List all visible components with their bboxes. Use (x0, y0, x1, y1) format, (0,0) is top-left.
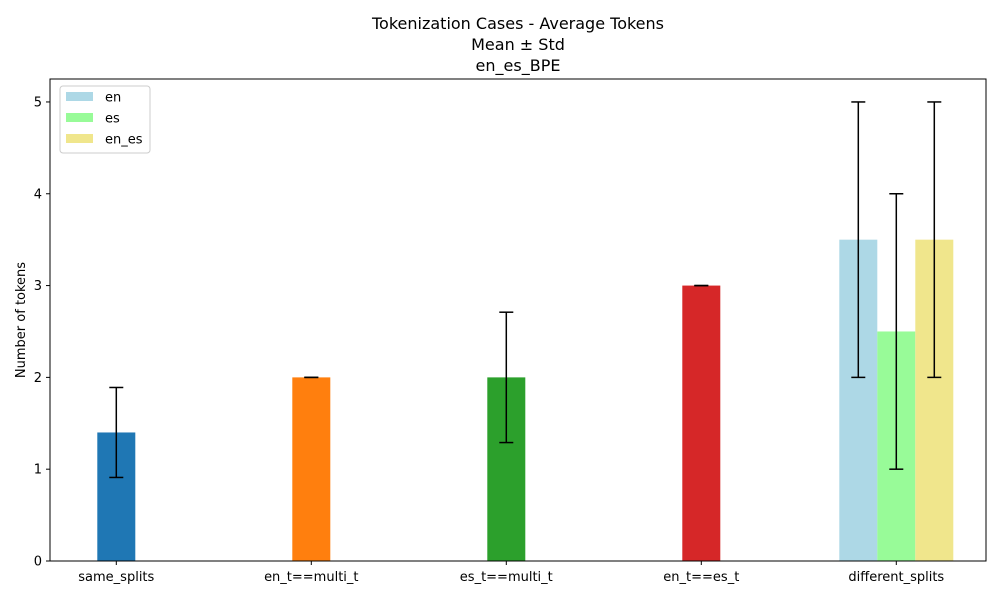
legend-label-en_es: en_es (105, 133, 143, 148)
title-line-2: Mean ± Std (471, 35, 565, 54)
x-axis-ticks: same_splits en_t==multi_t es_t==multi_t en_… (78, 561, 944, 585)
y-tick-label: 2 (34, 371, 42, 386)
legend-swatch-en_es (66, 134, 93, 143)
legend: en es en_es (59, 85, 151, 154)
x-tick-label: en_t==es_t (663, 570, 739, 585)
y-tick-label: 1 (34, 463, 42, 478)
x-tick-label: different_splits (848, 570, 944, 585)
error-bars-layer (109, 101, 942, 479)
bars-layer (97, 239, 954, 561)
x-tick-label: same_splits (78, 570, 154, 585)
legend-label-en: en (105, 91, 121, 106)
y-tick-label: 4 (34, 187, 42, 202)
legend-label-es: es (105, 112, 120, 127)
es_t==multi_t-error-bar (499, 311, 514, 444)
title-line-1: Tokenization Cases - Average Tokens (371, 14, 664, 33)
different_splits-en_es-error-bar (927, 101, 942, 379)
plot-area-frame (49, 78, 987, 562)
en_t==multi_t-bar (292, 377, 331, 561)
y-tick-label: 3 (34, 279, 42, 294)
y-tick-label: 5 (34, 95, 42, 110)
y-axis-ticks: 0 1 2 3 4 5 (34, 95, 50, 570)
legend-swatch-es (66, 113, 93, 122)
different_splits-es-error-bar (889, 193, 904, 470)
y-axis-label: Number of tokens (14, 262, 29, 378)
title-line-3: en_es_BPE (476, 56, 561, 76)
x-tick-label: en_t==multi_t (264, 570, 358, 585)
en_t==es_t-bar (682, 285, 721, 561)
different_splits-en-error-bar (851, 101, 866, 379)
x-tick-label: es_t==multi_t (460, 570, 553, 585)
chart-title: Tokenization Cases - Average Tokens Mean… (371, 14, 664, 76)
same_splits-error-bar (109, 386, 124, 479)
y-tick-label: 0 (34, 555, 42, 570)
legend-swatch-en (66, 92, 93, 101)
